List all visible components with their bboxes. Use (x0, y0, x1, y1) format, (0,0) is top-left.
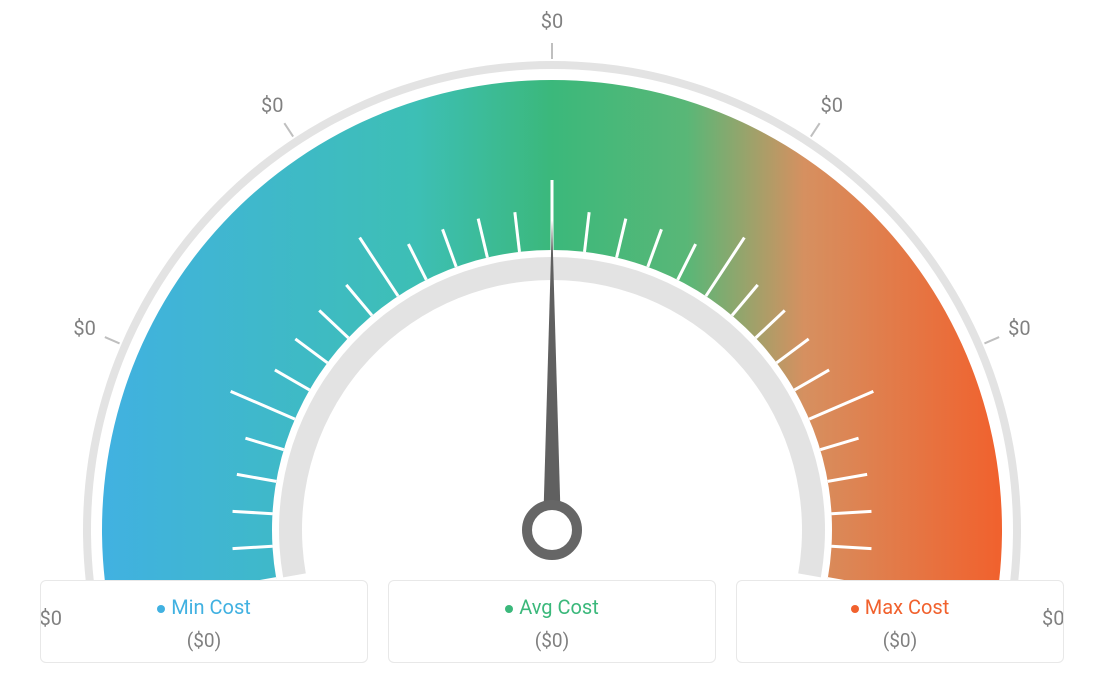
gauge-tick-label: $0 (820, 93, 842, 117)
legend-card-min: Min Cost ($0) (40, 580, 368, 663)
legend-value-max: ($0) (747, 629, 1053, 652)
legend-row: Min Cost ($0) Avg Cost ($0) Max Cost ($0… (40, 580, 1064, 663)
legend-title-max: Max Cost (747, 595, 1053, 619)
legend-title-avg: Avg Cost (399, 595, 705, 619)
gauge-tick-label: $0 (73, 316, 95, 340)
legend-card-avg: Avg Cost ($0) (388, 580, 716, 663)
legend-title-min: Min Cost (51, 595, 357, 619)
legend-value-min: ($0) (51, 629, 357, 652)
legend-card-max: Max Cost ($0) (736, 580, 1064, 663)
gauge-chart: $0$0$0$0$0$0$0 (0, 0, 1104, 580)
gauge-svg (0, 0, 1104, 580)
gauge-tick-label: $0 (261, 93, 283, 117)
legend-label: Min Cost (171, 595, 251, 619)
dot-icon (505, 605, 513, 613)
legend-value-avg: ($0) (399, 629, 705, 652)
gauge-tick-label: $0 (541, 9, 563, 33)
legend-label: Avg Cost (519, 595, 599, 619)
gauge-tick-label: $0 (1008, 316, 1030, 340)
dot-icon (851, 605, 859, 613)
legend-label: Max Cost (865, 595, 950, 619)
dot-icon (157, 605, 165, 613)
